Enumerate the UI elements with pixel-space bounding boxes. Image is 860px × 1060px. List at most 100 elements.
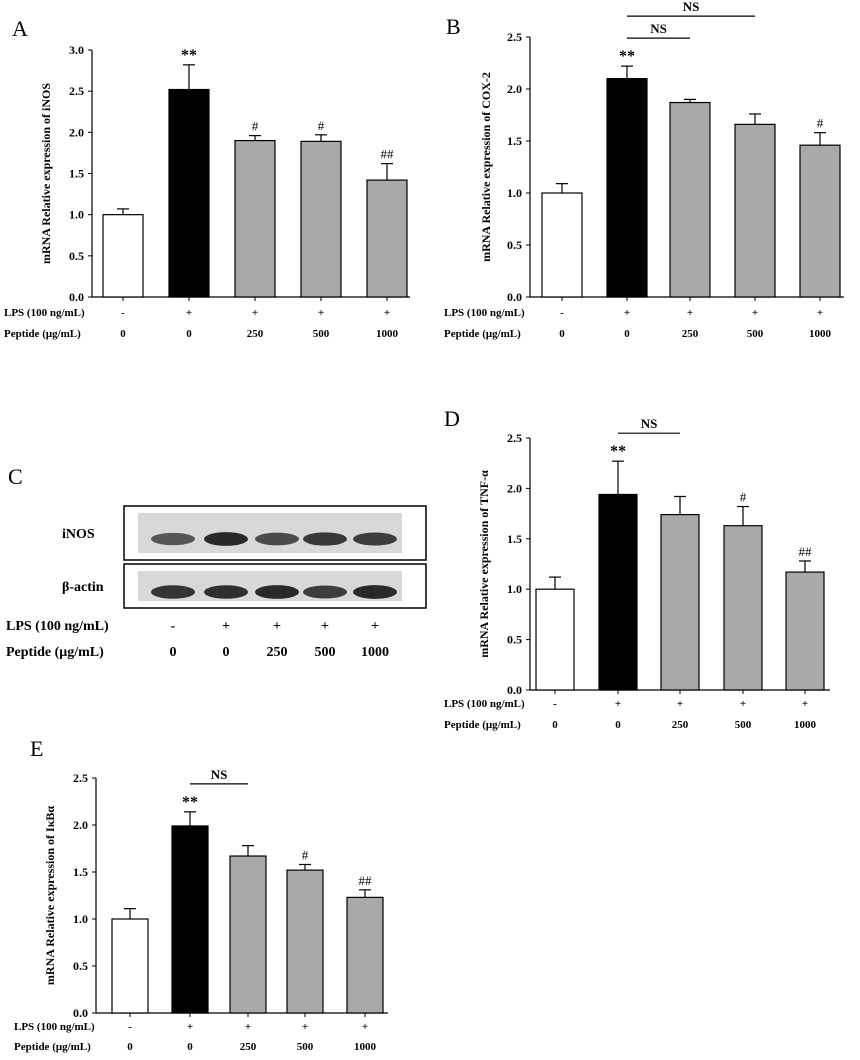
peptide-condition: 0	[559, 328, 565, 340]
peptide-condition: 0	[624, 328, 630, 340]
panel-letter: B	[446, 14, 461, 39]
bar	[669, 101, 711, 298]
peptide-row-label: Peptide (μg/mL)	[14, 1041, 91, 1053]
y-tick-label: 2.5	[507, 431, 522, 445]
significance-label-peptide: ##	[359, 873, 373, 888]
chart-panel-a: A 0.0 0.5 1.0 1.5 2.0 2.5 3.0 mRNA Relative expr…	[4, 16, 410, 340]
lps-condition: -	[171, 619, 176, 634]
peptide-condition: 1000	[354, 1041, 377, 1053]
ns-label: NS	[641, 416, 658, 431]
peptide-condition: 1000	[376, 328, 399, 340]
bar	[660, 514, 700, 691]
lps-condition: +	[802, 698, 808, 710]
y-tick-label: 1.5	[73, 865, 88, 879]
lps-row-label: LPS (100 ng/mL)	[14, 1021, 95, 1033]
peptide-condition: 0	[127, 1041, 133, 1053]
peptide-condition: 0	[170, 645, 177, 660]
blot-band	[303, 532, 347, 546]
lps-condition: +	[624, 307, 630, 319]
blot-band	[353, 585, 397, 599]
bar	[168, 88, 210, 298]
peptide-condition: 500	[315, 645, 336, 660]
y-tick-label: 0.0	[73, 1006, 88, 1020]
peptide-condition: 0	[120, 328, 126, 340]
peptide-condition: 0	[552, 719, 558, 731]
blot-row-label: iNOS	[62, 527, 95, 542]
blot-band	[204, 585, 248, 599]
significance-label-lps: **	[182, 794, 198, 811]
lps-condition: -	[121, 307, 125, 319]
y-tick-label: 0.0	[507, 683, 522, 697]
y-tick-label: 2.5	[507, 30, 522, 44]
lps-condition: +	[245, 1021, 251, 1033]
significance-label-peptide: #	[740, 490, 747, 505]
y-axis-label: mRNA Relative expression of COX-2	[479, 72, 493, 262]
lps-condition: +	[740, 698, 746, 710]
bar	[171, 825, 209, 1014]
bar	[541, 192, 583, 298]
peptide-condition: 250	[672, 719, 689, 731]
y-axis-label: mRNA Relative expression of TNF-α	[477, 470, 491, 658]
panel-letter: C	[8, 464, 23, 489]
bar	[229, 855, 267, 1014]
peptide-row-label: Peptide (μg/mL)	[6, 645, 104, 660]
lps-condition: +	[318, 307, 324, 319]
bar	[102, 214, 144, 298]
lps-condition: +	[222, 619, 230, 634]
chart-panel-e: E 0.0 0.5 1.0 1.5 2.0 2.5 mRNA Relative express…	[14, 736, 388, 1053]
lps-condition: -	[553, 698, 557, 710]
ns-label: NS	[683, 0, 700, 14]
lps-condition: +	[321, 619, 329, 634]
y-tick-label: 2.0	[507, 481, 522, 495]
lps-condition: +	[677, 698, 683, 710]
peptide-condition: 1000	[361, 645, 389, 660]
y-tick-label: 2.0	[73, 818, 88, 832]
y-tick-label: 1.5	[507, 532, 522, 546]
bar	[606, 77, 648, 298]
bar	[734, 123, 776, 298]
peptide-condition: 0	[223, 645, 230, 660]
y-tick-label: 0.5	[507, 633, 522, 647]
y-tick-label: 1.5	[69, 167, 84, 181]
bar	[723, 525, 763, 691]
lps-row-label: LPS (100 ng/mL)	[444, 307, 525, 319]
peptide-condition: 250	[682, 328, 699, 340]
significance-label-peptide: ##	[381, 147, 395, 162]
bar	[535, 588, 575, 691]
lps-condition: +	[186, 307, 192, 319]
y-tick-label: 2.5	[73, 771, 88, 785]
lps-condition: +	[615, 698, 621, 710]
y-tick-label: 0.0	[507, 290, 522, 304]
blot-band	[353, 532, 397, 546]
peptide-condition: 0	[186, 328, 192, 340]
lps-condition: +	[252, 307, 258, 319]
bar	[111, 918, 149, 1014]
peptide-condition: 250	[240, 1041, 257, 1053]
bar	[598, 493, 638, 691]
peptide-condition: 1000	[794, 719, 817, 731]
lps-condition: +	[752, 307, 758, 319]
blot-band	[255, 585, 299, 599]
blot-band	[303, 585, 347, 599]
bar	[785, 571, 825, 691]
peptide-condition: 250	[267, 645, 288, 660]
y-tick-label: 0.5	[69, 249, 84, 263]
peptide-row-label: Peptide (μg/mL)	[444, 719, 521, 731]
y-tick-label: 1.0	[507, 186, 522, 200]
panel-letter: D	[444, 406, 460, 431]
blot-band	[204, 532, 248, 546]
lps-condition: +	[687, 307, 693, 319]
peptide-condition: 0	[187, 1041, 193, 1053]
y-tick-label: 1.0	[73, 912, 88, 926]
chart-panel-d: D 0.0 0.5 1.0 1.5 2.0 2.5 mRNA Relative express…	[444, 406, 830, 731]
significance-label-lps: **	[181, 47, 197, 64]
panel-letter: E	[30, 736, 43, 761]
peptide-condition: 500	[297, 1041, 314, 1053]
ns-label: NS	[650, 21, 667, 36]
significance-label-peptide: ##	[799, 544, 813, 559]
lps-condition: +	[362, 1021, 368, 1033]
bar	[234, 139, 276, 298]
significance-label-lps: **	[610, 443, 626, 460]
peptide-condition: 0	[615, 719, 621, 731]
